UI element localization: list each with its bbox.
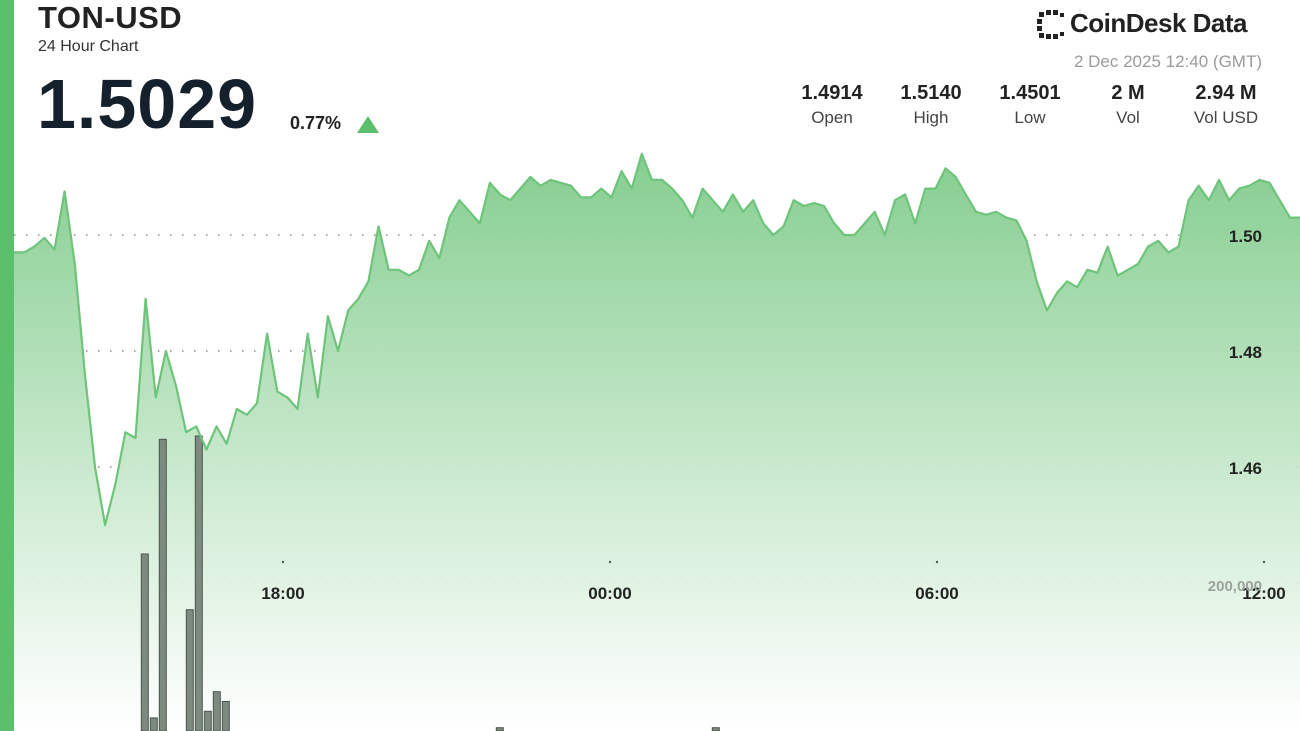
logo-text: CoinDesk Data: [1070, 8, 1248, 38]
stat-open: 1.4914 Open: [801, 82, 862, 128]
x-tick-mark: [608, 560, 612, 564]
accent-bar: [0, 0, 14, 731]
x-tick-mark: [1262, 560, 1266, 564]
x-tick-label: 12:00: [1242, 584, 1285, 603]
stat-open-value: 1.4914: [801, 82, 863, 104]
current-price: 1.5029: [37, 65, 258, 143]
volume-bar: [185, 609, 194, 731]
timestamp: 2 Dec 2025 12:40 (GMT): [1073, 52, 1262, 71]
stat-open-label: Open: [811, 108, 853, 127]
volume-bar: [194, 435, 203, 731]
stat-vol-usd-value: 2.94 M: [1195, 82, 1257, 104]
volume-axis-label: 200,000: [1208, 578, 1262, 595]
stat-vol: 2 M Vol: [1111, 82, 1144, 128]
x-tick-label: 06:00: [915, 584, 958, 603]
price-line: [14, 152, 1300, 527]
x-axis-ticks: 18:00 00:00 06:00 12:00: [261, 560, 1286, 603]
stat-vol-value: 2 M: [1111, 82, 1145, 104]
x-tick-mark: [281, 560, 285, 564]
stat-low-label: Low: [1014, 108, 1046, 127]
symbol-title: TON-USD: [38, 0, 183, 35]
coindesk-logo-icon: [1037, 9, 1064, 39]
price-area: [14, 153, 1300, 731]
volume-bar: [203, 710, 212, 731]
stat-high-label: High: [913, 108, 949, 127]
stat-low: 1.4501 Low: [999, 82, 1060, 128]
volume-bar: [149, 717, 158, 731]
y-tick-label: 1.50: [1229, 227, 1262, 246]
coindesk-logo[interactable]: CoinDesk Data: [1036, 8, 1248, 39]
stat-vol-usd: 2.94 M Vol USD: [1194, 82, 1258, 128]
chart-subtitle: 24 Hour Chart: [38, 38, 139, 55]
price-change: 0.77%: [290, 113, 342, 133]
y-tick-label: 1.48: [1229, 343, 1262, 362]
volume-bar: [711, 727, 720, 731]
stat-vol-label: Vol: [1116, 108, 1140, 127]
stat-high: 1.5140 High: [900, 82, 961, 128]
y-tick-label: 1.46: [1229, 459, 1262, 478]
y-axis-ticks: 1.50 1.48 1.46: [1229, 227, 1262, 478]
stat-vol-usd-label: Vol USD: [1193, 108, 1259, 127]
volume-bar: [221, 701, 230, 731]
volume-bar: [495, 727, 504, 731]
x-tick-label: 18:00: [261, 584, 304, 603]
volume-bars: [140, 435, 720, 731]
stat-high-value: 1.5140: [900, 82, 962, 104]
volume-bar: [212, 691, 221, 731]
x-tick-mark: [935, 560, 939, 564]
stat-low-value: 1.4501: [999, 82, 1061, 104]
volume-bar: [158, 438, 167, 731]
x-tick-label: 00:00: [588, 584, 631, 603]
triangle-up-icon: [357, 116, 379, 133]
volume-bar: [140, 553, 149, 731]
